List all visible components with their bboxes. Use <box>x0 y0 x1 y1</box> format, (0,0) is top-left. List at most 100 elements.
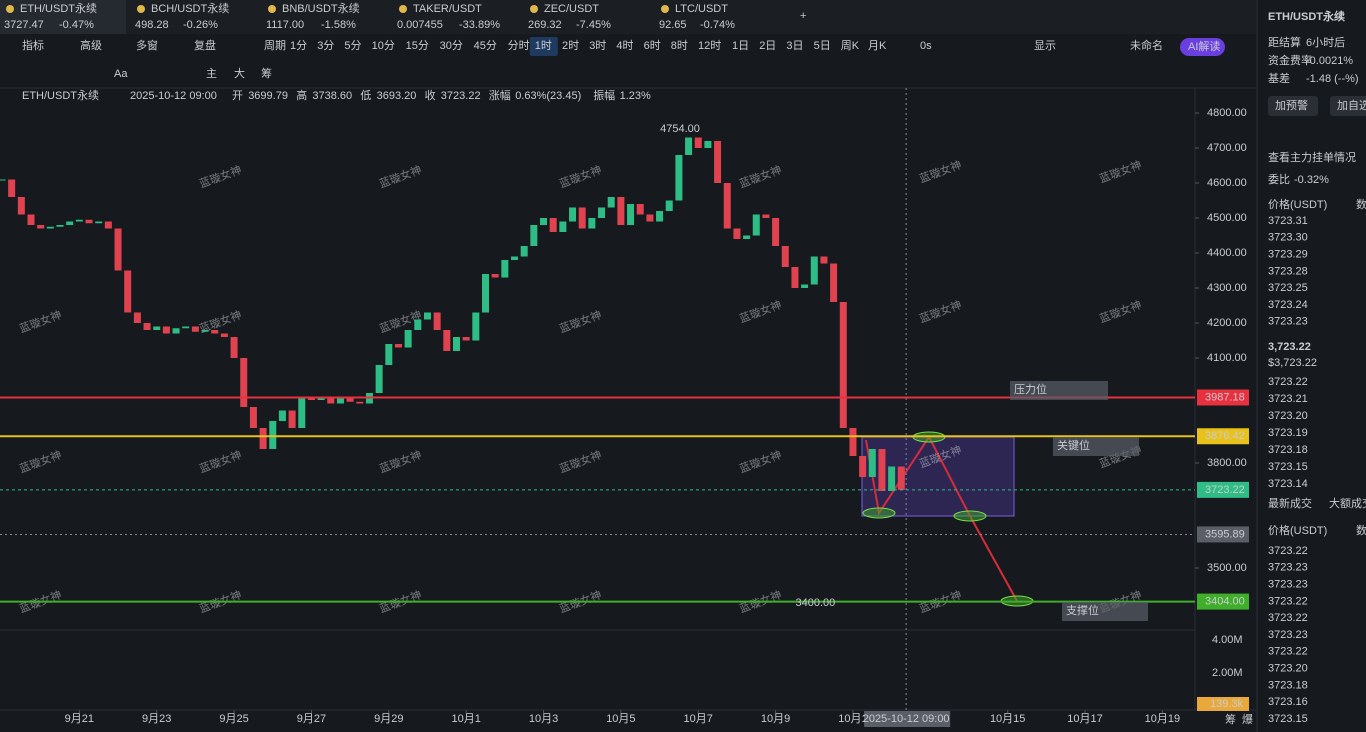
tool[interactable]: 指标 <box>22 38 44 52</box>
tool[interactable]: 高级 <box>80 38 102 52</box>
draw-tool[interactable]: Aa <box>114 68 128 80</box>
trade-tab[interactable]: 大额成交 <box>1329 496 1366 510</box>
draw-tool[interactable]: 筹 <box>261 66 272 80</box>
add-tab[interactable]: + <box>800 10 806 22</box>
draw-tool[interactable]: 大 <box>234 66 245 80</box>
period[interactable]: 5分 <box>344 39 361 52</box>
period[interactable]: 4时 <box>616 39 633 52</box>
crosshair-value: 3595.89 <box>1205 528 1245 540</box>
candle <box>607 197 615 208</box>
period[interactable]: 12时 <box>698 39 721 52</box>
candle <box>762 214 770 218</box>
tool[interactable]: 周期 <box>264 39 286 52</box>
period[interactable]: 6时 <box>644 39 661 52</box>
candle <box>472 312 480 341</box>
candle <box>878 449 886 491</box>
candle <box>220 333 228 337</box>
candle <box>588 218 596 229</box>
candle <box>162 326 170 334</box>
trade: 3723.23 <box>1268 579 1308 591</box>
info: 涨幅 <box>489 89 511 102</box>
candle <box>336 398 344 404</box>
period[interactable]: 2时 <box>562 39 579 52</box>
col-head: 价格(USDT) <box>1268 523 1327 537</box>
period[interactable]: 8时 <box>671 39 688 52</box>
period[interactable]: 10分 <box>372 39 395 52</box>
x-tick-label: 9月29 <box>374 713 403 725</box>
tab-name[interactable]: ZEC/USDT <box>544 3 599 15</box>
tab-name[interactable]: ETH/USDT永续 <box>20 1 97 15</box>
nodes <box>862 431 1034 607</box>
period[interactable]: 2日 <box>759 40 776 52</box>
stat-key: 基差 <box>1268 71 1290 85</box>
candle <box>133 312 141 323</box>
tool[interactable]: 复盘 <box>194 38 216 52</box>
x-tick-label: 9月27 <box>297 713 326 725</box>
bid: 3723.15 <box>1268 461 1308 473</box>
tab-name[interactable]: BNB/USDT永续 <box>282 1 360 15</box>
level-value: 3876.42 <box>1205 430 1245 442</box>
tab-price: 92.65 <box>659 19 687 31</box>
period[interactable]: 15分 <box>406 39 429 52</box>
period[interactable]: 3日 <box>786 40 803 52</box>
col-head: 价格(USDT) <box>1268 197 1327 211</box>
box-drawing <box>861 436 1015 517</box>
period[interactable]: 月K <box>868 40 887 52</box>
candle <box>743 235 751 239</box>
tab-price: 3727.47 <box>4 19 44 31</box>
period[interactable]: 1分 <box>290 39 307 52</box>
side-btn-label[interactable]: 加自选 <box>1337 99 1366 112</box>
tool-right[interactable]: 显示 <box>1034 39 1056 52</box>
info: 振幅 <box>593 88 615 102</box>
period[interactable]: 45分 <box>474 39 497 52</box>
draw-tool[interactable]: 主 <box>206 67 217 80</box>
candle <box>75 219 83 222</box>
trade: 3723.22 <box>1268 612 1308 624</box>
candle <box>95 221 103 224</box>
period[interactable]: 30分 <box>440 39 463 52</box>
period[interactable]: 3时 <box>589 39 606 52</box>
ask: 3723.31 <box>1268 215 1308 227</box>
tool-right[interactable]: 未命名 <box>1130 38 1163 52</box>
period[interactable]: 5日 <box>814 40 831 52</box>
side-btn-label[interactable]: 加预警 <box>1275 98 1308 112</box>
trade-tab[interactable]: 最新成交 <box>1268 496 1312 510</box>
tab-change: -0.47% <box>59 19 94 31</box>
candle <box>704 141 712 148</box>
x-tick-label: 10月1 <box>838 713 867 725</box>
bid: 3723.14 <box>1268 478 1308 490</box>
period[interactable]: 1日 <box>732 40 749 52</box>
active-period <box>529 37 558 56</box>
candle <box>675 155 683 201</box>
tab-icon <box>399 5 407 13</box>
tool[interactable]: 多窗 <box>136 38 158 52</box>
candle <box>820 256 828 264</box>
candle <box>859 456 867 477</box>
tab-name[interactable]: LTC/USDT <box>675 3 728 15</box>
period[interactable]: 分时 <box>508 39 530 52</box>
candle <box>201 330 209 332</box>
bid: 3723.19 <box>1268 427 1308 439</box>
x-tick-label: 9月25 <box>219 713 248 725</box>
candle <box>791 267 799 288</box>
trade: 3723.15 <box>1268 713 1308 725</box>
info: 1.23% <box>620 90 651 102</box>
tab-name[interactable]: BCH/USDT永续 <box>151 1 229 15</box>
ai-label[interactable]: AI解读 <box>1188 39 1220 53</box>
level-tag <box>1197 389 1249 406</box>
candle <box>114 228 122 271</box>
tool-right[interactable]: 0s <box>920 40 932 52</box>
period[interactable]: 1时 <box>535 39 552 52</box>
tab-name[interactable]: TAKER/USDT <box>413 3 482 15</box>
period[interactable]: 3分 <box>317 39 334 52</box>
period[interactable]: 周K <box>841 39 860 52</box>
candle <box>66 221 74 225</box>
candle <box>423 312 431 320</box>
candle <box>646 214 654 222</box>
level-label-bg <box>1010 381 1108 400</box>
level-label: 支撑位 <box>1066 603 1099 617</box>
candle <box>656 211 664 222</box>
candle <box>810 256 818 285</box>
trade: 3723.18 <box>1268 679 1308 691</box>
